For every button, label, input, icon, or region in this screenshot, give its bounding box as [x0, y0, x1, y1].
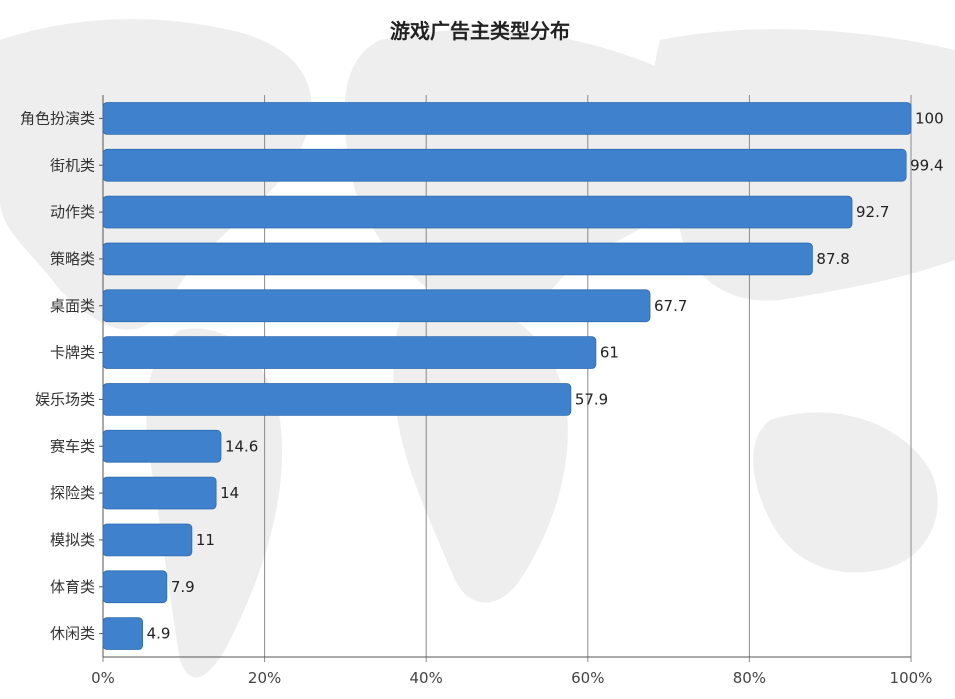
bar-8: [102, 476, 217, 510]
value-label-0: 100: [915, 109, 944, 127]
bars: [102, 102, 912, 650]
x-tick-label-0: 0%: [91, 669, 115, 687]
category-label-0: 角色扮演类: [20, 109, 95, 127]
chart-title: 游戏广告主类型分布: [390, 19, 570, 43]
category-label-10: 体育类: [50, 578, 95, 596]
value-labels: 100 99.4 92.7 87.8 67.7 61 57.9 14.6 14 11 7.9 4.9: [147, 109, 944, 642]
category-label-4: 桌面类: [50, 297, 95, 315]
bar-3: [102, 242, 813, 276]
value-label-11: 4.9: [147, 625, 171, 643]
category-label-7: 赛车类: [50, 437, 95, 455]
value-label-8: 14: [220, 484, 239, 502]
bar-4: [102, 289, 651, 323]
bar-1: [102, 148, 907, 182]
category-label-11: 休闲类: [50, 625, 95, 643]
value-label-10: 7.9: [171, 578, 195, 596]
x-tick-label-5: 100%: [890, 669, 933, 687]
category-label-9: 模拟类: [50, 531, 95, 549]
bar-5: [102, 336, 597, 369]
category-label-8: 探险类: [50, 484, 95, 502]
category-label-6: 娱乐场类: [35, 390, 95, 408]
value-label-1: 99.4: [910, 156, 943, 174]
x-axis-ticks: 0% 20% 40% 60% 80% 100%: [91, 669, 932, 687]
category-label-2: 动作类: [50, 203, 95, 221]
category-label-3: 策略类: [50, 250, 95, 268]
bar-6: [102, 383, 572, 416]
x-tick-label-3: 60%: [571, 669, 604, 687]
bar-2: [102, 195, 853, 229]
bar-11: [102, 617, 143, 650]
bar-0: [102, 102, 912, 135]
bar-9: [102, 523, 193, 557]
value-label-2: 92.7: [856, 203, 889, 221]
x-tick-label-2: 40%: [410, 669, 443, 687]
value-label-3: 87.8: [816, 250, 849, 268]
value-label-6: 57.9: [575, 390, 608, 408]
x-tick-label-4: 80%: [733, 669, 766, 687]
category-label-5: 卡牌类: [50, 344, 95, 362]
bar-10: [102, 570, 168, 604]
value-label-7: 14.6: [225, 437, 258, 455]
value-label-9: 11: [196, 531, 215, 549]
category-label-1: 街机类: [50, 156, 95, 174]
value-label-4: 67.7: [654, 297, 687, 315]
x-tick-label-1: 20%: [248, 669, 281, 687]
bar-7: [102, 429, 222, 463]
gridlines: [99, 95, 912, 662]
value-label-5: 61: [600, 344, 619, 362]
